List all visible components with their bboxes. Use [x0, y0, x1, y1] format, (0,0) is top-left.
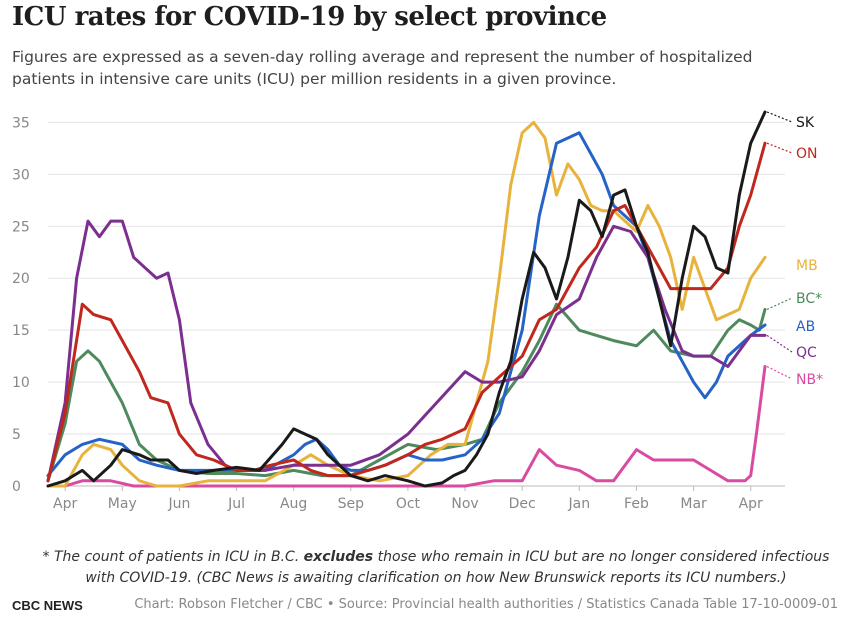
y-tick-label: 35 — [12, 115, 30, 131]
label-leader — [766, 297, 793, 310]
series-line-sk — [46, 110, 767, 488]
series-label-qc: QC — [796, 345, 817, 361]
series-label-mb: MB — [796, 258, 818, 274]
y-tick-label: 30 — [12, 167, 30, 183]
x-tick-label: May — [108, 496, 137, 512]
y-tick-label: 10 — [12, 375, 30, 391]
line-chart: 0 5 10 15 20 25 30 35 Apr May Jun Jul Aug Sep Oct Nov D… — [12, 110, 823, 512]
y-tick-label: 0 — [12, 479, 21, 495]
footnote-line2: with COVID-19. (CBC News is awaiting cla… — [85, 570, 787, 586]
label-leader — [766, 365, 793, 380]
x-tick-label: Apr — [739, 496, 763, 512]
series-line-nb — [46, 365, 767, 488]
label-leader — [766, 142, 793, 154]
series-label-ab: AB — [796, 319, 815, 335]
series-line-ab — [46, 131, 767, 478]
chart-subtitle: Figures are expressed as a seven-day rol… — [12, 48, 753, 88]
footnote-line1-post: those who remain in ICU but are no longe… — [373, 549, 830, 565]
chart-credit: Chart: Robson Fletcher / CBC • Source: P… — [134, 597, 838, 612]
series-label-nb: NB* — [796, 372, 823, 388]
series-line-on — [46, 141, 767, 483]
label-leader — [766, 111, 793, 123]
x-tick-label: Jan — [568, 496, 591, 512]
series-label-bc: BC* — [796, 291, 822, 307]
y-tick-label: 25 — [12, 219, 30, 235]
series-label-sk: SK — [796, 115, 815, 131]
grid-lines — [48, 121, 785, 487]
x-tick-label: Apr — [53, 496, 77, 512]
series-line-qc — [46, 219, 767, 483]
chart-title: ICU rates for COVID-19 by select provinc… — [12, 2, 607, 32]
brand-logo: CBC NEWS — [12, 598, 83, 613]
x-tick-label: Sep — [338, 496, 365, 512]
x-tick-label: Dec — [509, 496, 536, 512]
series-labels: SK ON MB BC* AB QC NB* — [766, 111, 823, 388]
series-line-mb — [46, 120, 767, 488]
y-tick-label: 20 — [12, 271, 30, 287]
footnote-line1-bold: excludes — [303, 549, 374, 565]
series-lines — [46, 110, 767, 488]
label-leader — [766, 334, 793, 353]
x-tick-label: Jul — [227, 496, 245, 512]
x-tick-label: Nov — [451, 496, 478, 512]
x-tick-label: Aug — [280, 496, 307, 512]
footnote-line1-pre: * The count of patients in ICU in B.C. — [42, 549, 304, 565]
series-label-on: ON — [796, 146, 818, 162]
footnote: * The count of patients in ICU in B.C. e… — [30, 547, 842, 589]
x-tick-label: Jun — [167, 496, 190, 512]
y-axis-ticks: 0 5 10 15 20 25 30 35 — [12, 115, 30, 495]
x-tick-label: Mar — [680, 496, 707, 512]
y-tick-label: 5 — [12, 427, 21, 443]
x-tick-label: Feb — [624, 496, 649, 512]
y-tick-label: 15 — [12, 323, 30, 339]
x-axis-ticks: Apr May Jun Jul Aug Sep Oct Nov Dec Jan Feb Mar Apr — [53, 486, 763, 512]
x-tick-label: Oct — [396, 496, 421, 512]
